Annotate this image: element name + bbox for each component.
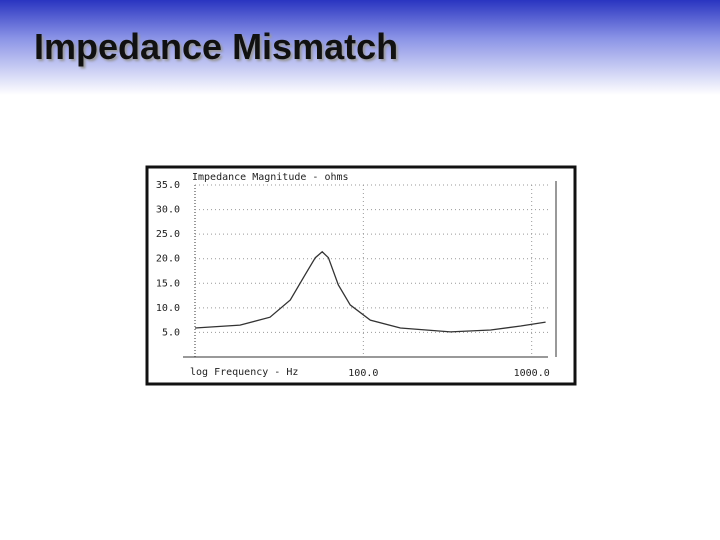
y-tick-label: 15.0 (156, 278, 180, 289)
slide-title: Impedance Mismatch (34, 26, 399, 67)
x-tick-label: 100.0 (348, 368, 378, 379)
header-band (0, 0, 720, 95)
y-tick-label: 25.0 (156, 229, 180, 240)
y-tick-label: 35.0 (156, 180, 180, 191)
chart-frame (145, 165, 577, 386)
y-tick-label: 5.0 (162, 327, 180, 338)
chart-title: Impedance Magnitude - ohms (192, 172, 349, 183)
y-tick-label: 10.0 (156, 303, 180, 314)
x-tick-label: 1000.0 (514, 368, 550, 379)
series-line (194, 250, 546, 333)
y-tick-label: 30.0 (156, 205, 180, 216)
x-axis-label: log Frequency - Hz (190, 367, 298, 378)
y-tick-label: 20.0 (156, 254, 180, 265)
